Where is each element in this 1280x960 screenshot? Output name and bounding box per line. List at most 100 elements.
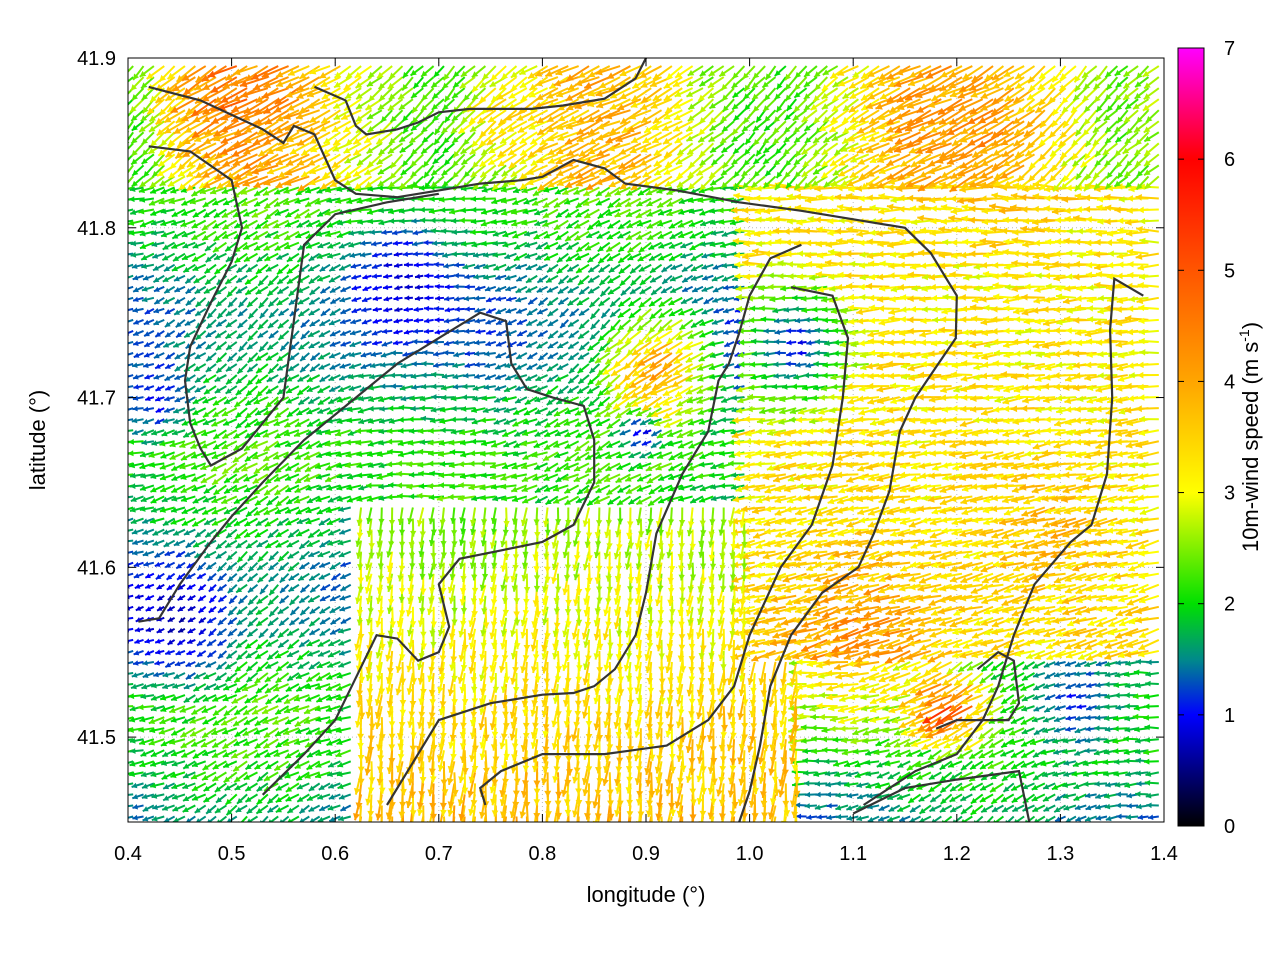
wind-vector bbox=[320, 618, 330, 624]
wind-vector bbox=[186, 650, 195, 655]
wind-vector bbox=[134, 562, 144, 567]
wind-vector bbox=[290, 607, 298, 615]
wind-vector bbox=[741, 816, 748, 839]
wind-vector bbox=[279, 618, 288, 626]
wind-vector bbox=[199, 607, 206, 613]
wind-vector bbox=[195, 662, 206, 667]
wind-vector bbox=[245, 640, 257, 649]
wind-vector bbox=[827, 803, 838, 809]
wind-vector bbox=[184, 530, 195, 536]
wind-vector bbox=[145, 595, 153, 600]
wind-vector bbox=[1066, 684, 1076, 689]
wind-vector bbox=[124, 594, 133, 599]
wind-vector bbox=[134, 639, 143, 644]
wind-vector bbox=[268, 618, 278, 626]
wind-vector bbox=[627, 507, 633, 527]
wind-vector bbox=[236, 541, 247, 548]
wind-vector bbox=[206, 563, 216, 570]
wind-vector bbox=[279, 816, 289, 824]
wind-vector bbox=[729, 816, 736, 842]
wind-vector bbox=[270, 629, 279, 638]
wind-vector bbox=[636, 772, 643, 797]
wind-vector bbox=[142, 540, 153, 545]
wind-vector bbox=[289, 574, 299, 581]
wind-vector bbox=[134, 573, 144, 578]
wind-vector bbox=[269, 585, 278, 595]
wind-vector bbox=[256, 805, 267, 813]
wind-vector bbox=[815, 792, 827, 798]
wind-vector bbox=[209, 629, 216, 636]
wind-vector bbox=[961, 805, 972, 813]
wind-vector bbox=[309, 783, 320, 790]
wind-vector bbox=[229, 596, 237, 604]
wind-vector bbox=[1054, 717, 1065, 722]
wind-vector bbox=[534, 507, 540, 525]
wind-vector bbox=[341, 562, 351, 567]
wind-vector bbox=[209, 607, 216, 613]
wind-vector bbox=[836, 472, 859, 479]
wind-vector bbox=[154, 660, 164, 665]
wind-vector bbox=[278, 607, 289, 614]
wind-vector bbox=[339, 606, 350, 611]
wind-vector bbox=[341, 618, 351, 624]
wind-vector bbox=[862, 738, 879, 744]
wind-vector bbox=[135, 627, 144, 632]
wind-vector bbox=[593, 728, 600, 751]
wind-vector bbox=[416, 816, 423, 840]
wind-vector bbox=[121, 804, 133, 810]
wind-vector bbox=[176, 552, 185, 557]
wind-vector bbox=[339, 518, 351, 523]
wind-vector bbox=[124, 583, 133, 588]
wind-vector bbox=[626, 695, 633, 718]
wind-vector bbox=[236, 585, 247, 593]
wind-vector bbox=[246, 816, 257, 823]
wind-vector bbox=[298, 574, 309, 581]
wind-vector bbox=[216, 552, 227, 559]
wind-vector bbox=[268, 596, 278, 605]
wind-vector bbox=[204, 552, 216, 558]
wind-vector bbox=[470, 507, 476, 525]
wind-vector bbox=[259, 816, 268, 825]
wind-vector bbox=[237, 607, 247, 615]
wind-vector bbox=[1146, 659, 1158, 665]
wind-vector bbox=[145, 584, 154, 589]
wind-vector bbox=[155, 562, 164, 567]
wind-vector bbox=[815, 781, 828, 787]
wind-vector bbox=[197, 640, 206, 646]
wind-vector bbox=[1003, 574, 1024, 582]
wind-vector bbox=[280, 585, 288, 593]
wind-vector bbox=[330, 607, 341, 613]
wind-vector bbox=[153, 530, 165, 536]
wind-vector bbox=[737, 695, 744, 720]
wind-vector bbox=[1054, 727, 1065, 732]
wind-vector bbox=[1143, 715, 1158, 721]
wind-vector bbox=[157, 596, 164, 601]
wind-vector bbox=[1085, 640, 1107, 650]
wind-vector bbox=[178, 606, 185, 611]
wind-vector bbox=[237, 563, 247, 571]
wind-vector bbox=[237, 794, 247, 803]
wind-vector bbox=[167, 574, 175, 580]
wind-vector bbox=[198, 596, 206, 601]
wind-vector bbox=[135, 584, 144, 589]
wind-vector bbox=[442, 816, 449, 840]
wind-vector bbox=[288, 552, 299, 559]
wind-vector bbox=[174, 673, 185, 679]
wind-vector bbox=[389, 507, 395, 525]
wind-vector bbox=[1145, 681, 1159, 687]
wind-vector bbox=[145, 650, 154, 655]
wind-vector bbox=[288, 640, 299, 649]
wind-vector bbox=[146, 606, 154, 611]
wind-vector bbox=[1144, 759, 1159, 765]
wind-vector bbox=[1004, 640, 1024, 649]
wind-vector bbox=[184, 695, 196, 702]
wind-vector bbox=[551, 706, 558, 727]
wind-vector bbox=[908, 794, 920, 803]
wind-vector bbox=[796, 814, 807, 819]
wind-vector bbox=[260, 585, 268, 594]
wind-vector bbox=[177, 640, 185, 645]
wind-vector bbox=[1085, 694, 1096, 699]
wind-vector bbox=[418, 772, 425, 797]
wind-vector bbox=[197, 563, 205, 571]
